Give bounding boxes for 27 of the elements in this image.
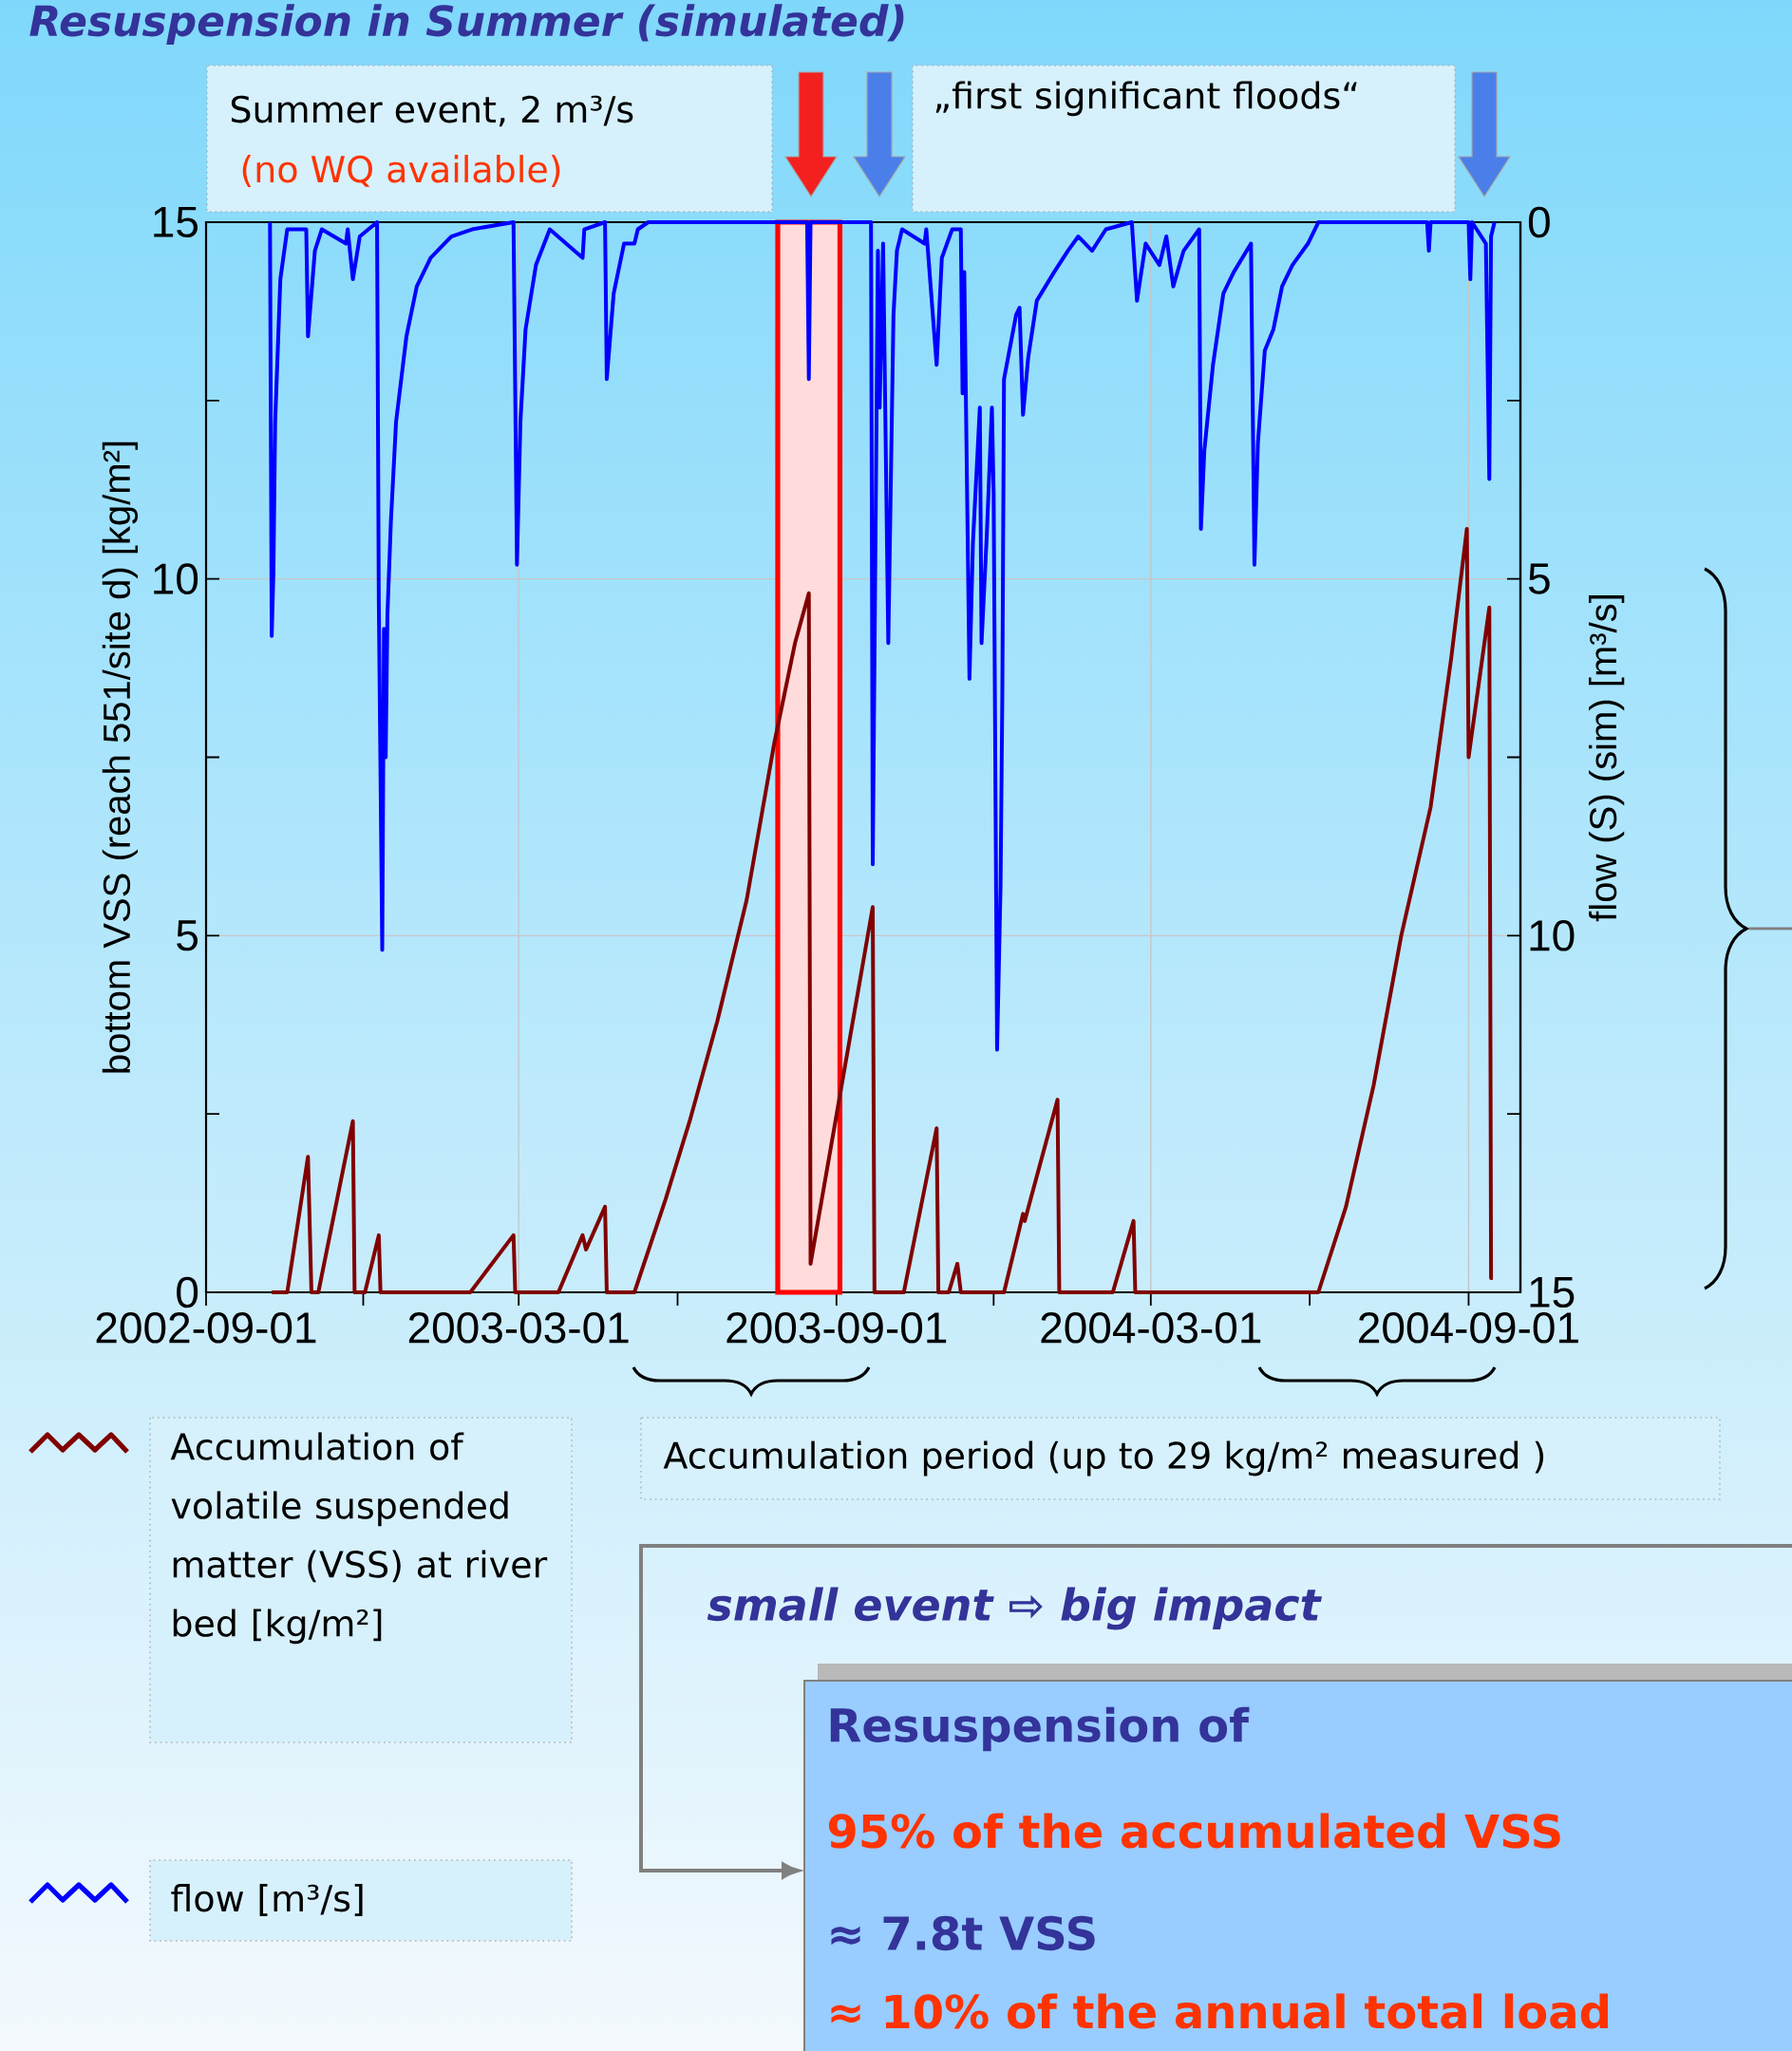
y-tick-label: 5 [177,920,198,951]
x-tick-label: 2003-09-01 [726,1312,947,1344]
y2-tick-label: 0 [1528,206,1550,238]
y-tick-label: 10 [154,563,198,594]
text: 95% of the accumulated VSS [828,1813,1560,1849]
x-tick-label: 2003-03-01 [408,1312,629,1344]
text: Accumulation period (up to 29 kg/m² measured ) [663,1440,1544,1477]
text: ≈ 7.8t VSS [831,1915,1095,1951]
legend-label: Accumulation of volatile suspended matter (VSS) at river bed [kg/m²] [170,1432,548,1645]
chart-title: Resuspension in Summer (simulated) [29,4,904,45]
y2-axis-title: flow (S) (sim) [m³/s] [1588,595,1625,922]
y-tick-label: 0 [177,1276,198,1308]
text: small event ⇨ big impact [707,1587,1323,1630]
text: Summer event, 2 m³/s [231,95,633,127]
y-axis-title: bottom VSS (reach 551/site d) [kg/m²] [102,442,139,1073]
text: „first significant floods“ [935,81,1357,117]
text: Resuspension of [830,1706,1250,1752]
text: ≈ 10% of the annual total load [831,1993,1608,2029]
y-tick-label: 15 [154,206,198,238]
x-tick-label: 2002-09-01 [96,1312,316,1344]
x-tick-label: 2004-09-01 [1359,1312,1578,1344]
legend-label: flow [m³/s] [171,1884,363,1916]
y2-tick-label: 15 [1530,1276,1575,1308]
y2-tick-label: 10 [1530,920,1575,951]
text: (no WQ available) [242,155,560,187]
y2-tick-label: 5 [1528,563,1550,594]
x-tick-label: 2004-03-01 [1041,1312,1261,1344]
